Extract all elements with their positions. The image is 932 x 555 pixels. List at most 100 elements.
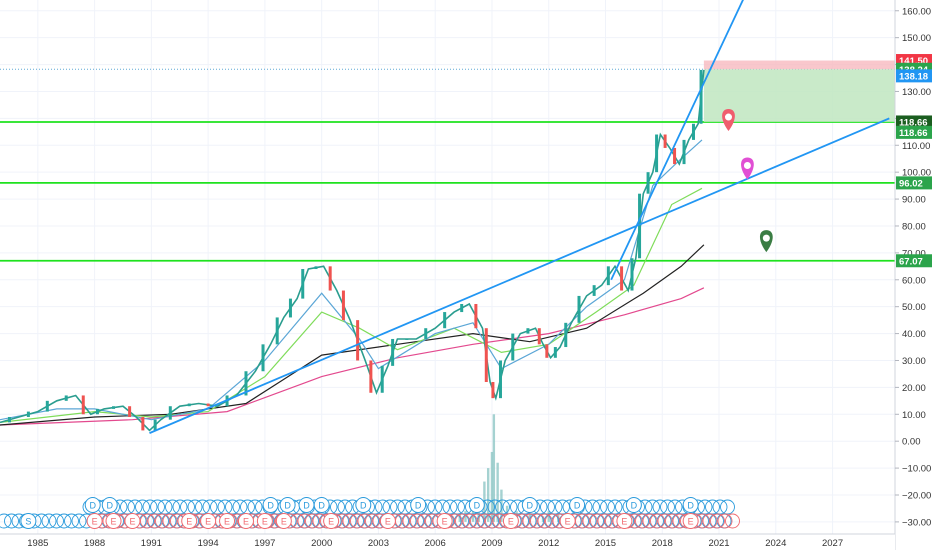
horizontal-levels[interactable] (0, 68, 895, 262)
event-ring-red (582, 513, 598, 529)
price-candle (646, 172, 650, 194)
event-ring-blue (596, 513, 612, 529)
event-ring (356, 513, 372, 529)
price-label-badge (896, 69, 932, 83)
event-icon-letter: E (243, 517, 249, 527)
price-candle (577, 295, 581, 323)
event-icons[interactable]: D D D D D D D D D D D D DE E E E E E E E E E E E E E E ES (0, 497, 740, 529)
event-icon: D (262, 497, 279, 513)
event-ring-blue (401, 513, 417, 529)
event-ring-red (702, 513, 718, 529)
time-tick-label: 2021 (708, 538, 729, 549)
event-icon: E (323, 513, 340, 529)
pin-marker (741, 157, 754, 180)
event-ring-red (140, 513, 155, 529)
volume-bar (500, 489, 503, 522)
time-axis[interactable]: 1985 1988 1991 1994 1997 2000 2003 2006 2009 2012… (0, 533, 895, 550)
time-tick-label: 1985 (27, 538, 48, 549)
event-icon-letter: E (328, 517, 334, 527)
event-ring-blue (161, 513, 177, 529)
event-ring (581, 513, 597, 529)
time-tick-label: 2009 (481, 538, 502, 549)
price-candle (112, 406, 116, 409)
event-icon-letter: E (205, 517, 211, 527)
price-candle (682, 139, 686, 165)
event-ring (349, 513, 364, 529)
price-candle (630, 258, 634, 291)
event-ring-blue (469, 513, 484, 529)
event-ring-red (635, 513, 650, 529)
event-ring-blue-top (540, 499, 555, 515)
event-ring (634, 513, 649, 529)
event-icon-circle (262, 497, 279, 513)
event-ring-blue-top (390, 499, 405, 515)
time-tick-label: 1997 (254, 538, 275, 549)
price-candle (537, 328, 541, 345)
event-ring (424, 513, 439, 529)
event-icon-letter: D (415, 501, 422, 511)
event-ring-blue (349, 513, 364, 529)
event-ring-blue-top (397, 499, 413, 515)
event-icon-circle (105, 513, 122, 529)
event-ring-blue-top (607, 499, 623, 515)
price-candle (141, 416, 145, 431)
event-ring-blue-top (165, 499, 180, 515)
event-icon-letter: E (262, 517, 268, 527)
event-icon: E (559, 513, 576, 529)
event-ring-blue (701, 513, 717, 529)
price-axis-bg (895, 0, 932, 550)
event-ring (401, 513, 417, 529)
event-icon: E (275, 513, 292, 529)
event-ring-blue (71, 513, 87, 529)
ma-slow-line (0, 244, 705, 426)
volume-bar (496, 462, 499, 522)
event-icon-circle (559, 513, 576, 529)
event-ring-red (590, 513, 605, 529)
event-ring (529, 513, 544, 529)
event-icon-circle (219, 513, 236, 529)
trendlines[interactable] (149, 0, 890, 434)
event-icon-letter: D (303, 501, 310, 511)
price-candle (663, 134, 667, 148)
event-ring-blue (146, 513, 162, 529)
event-icon: E (682, 513, 699, 529)
event-icon: E (200, 513, 217, 529)
event-icon: D (355, 497, 372, 513)
time-tick-label: 1994 (198, 538, 219, 549)
event-ring-blue-top (547, 499, 563, 515)
pin-markers[interactable] (722, 109, 773, 253)
event-ring-red (342, 513, 358, 529)
position-box[interactable] (703, 60, 895, 122)
price-candle (81, 395, 85, 415)
event-ring (0, 513, 12, 529)
event-ring-blue-top (697, 499, 713, 515)
event-icon-letter: D (631, 501, 638, 511)
event-icon-letter: D (687, 501, 694, 511)
event-icon: E (124, 513, 141, 529)
price-candle (484, 328, 488, 383)
event-ring-blue-top (180, 499, 195, 515)
event-icon-circle (616, 513, 633, 529)
event-ring-blue-top (195, 499, 210, 515)
price-tick-label: 40.00 (902, 329, 926, 340)
event-icon-circle (682, 513, 699, 529)
event-ring-blue (656, 513, 672, 529)
event-ring-blue-top (225, 499, 240, 515)
event-ring-blue (4, 513, 19, 529)
pin-marker (759, 230, 773, 253)
event-icon-circle (237, 513, 254, 529)
pin-marker (722, 109, 735, 132)
event-ring (709, 513, 724, 529)
series-lines (0, 69, 705, 432)
event-ring-blue-top (442, 499, 458, 515)
event-icon-letter: E (92, 517, 98, 527)
event-ring (596, 513, 612, 529)
grid (0, 0, 895, 534)
event-icon: D (521, 497, 538, 513)
event-icon-letter: S (25, 517, 31, 527)
event-ring-red (710, 513, 725, 529)
price-axis[interactable]: 160.00150.00140.00130.00120.00110.00100.… (894, 0, 932, 550)
event-icon-letter: D (574, 501, 581, 511)
event-ring-blue (356, 513, 372, 529)
